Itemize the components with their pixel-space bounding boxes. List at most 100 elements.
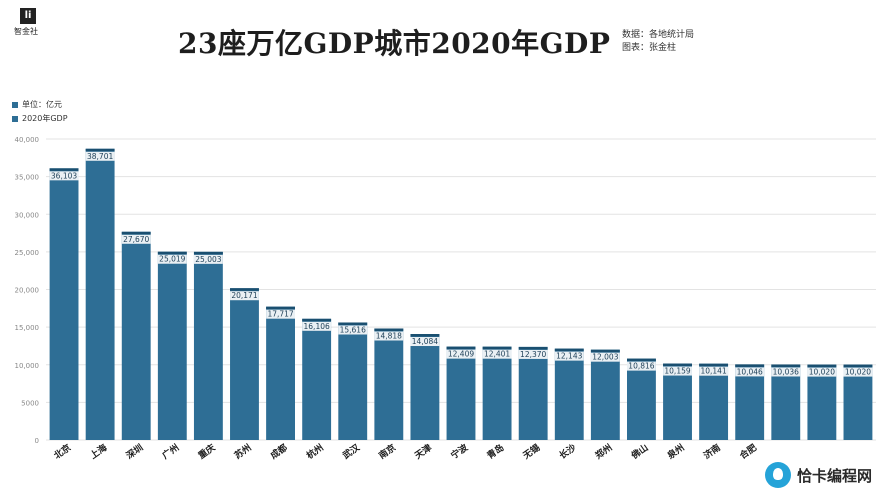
legend-unit: 单位：亿元 xyxy=(12,98,68,112)
chart-title: 23座万亿GDP城市2020年GDP xyxy=(178,27,611,60)
data-label: 17,717 xyxy=(267,310,293,319)
bar xyxy=(699,363,729,440)
bar xyxy=(49,168,79,440)
data-label-bg xyxy=(446,349,476,359)
chart-legend: 单位：亿元 2020年GDP xyxy=(12,98,68,126)
bar xyxy=(374,328,404,440)
x-tick-label: 泉州 xyxy=(664,441,686,462)
data-label-bg xyxy=(699,366,729,376)
bar xyxy=(807,364,837,440)
data-label-bg xyxy=(410,337,440,347)
data-label-bg xyxy=(338,325,368,335)
data-label-bg xyxy=(482,349,512,359)
data-label: 12,370 xyxy=(520,350,546,359)
y-tick-label: 40,000 xyxy=(15,136,40,144)
x-tick-label: 广州 xyxy=(160,441,182,461)
data-label: 38,701 xyxy=(87,152,113,161)
y-tick-label: 25,000 xyxy=(15,249,40,257)
bar-cap xyxy=(121,231,151,235)
bar xyxy=(157,251,187,440)
bar xyxy=(590,349,620,440)
y-tick-label: 30,000 xyxy=(15,211,40,219)
bar-cap xyxy=(807,364,837,368)
x-tick-label: 佛山 xyxy=(628,441,650,462)
bar xyxy=(663,363,692,440)
x-tick-label: 上海 xyxy=(88,441,110,461)
data-label: 10,141 xyxy=(700,367,726,376)
data-label-bg xyxy=(627,361,656,371)
bar xyxy=(482,346,512,440)
bar xyxy=(735,364,765,440)
x-tick-label: 济南 xyxy=(701,441,723,461)
y-tick-label: 20,000 xyxy=(15,287,40,295)
x-tick-label: 郑州 xyxy=(593,441,615,461)
watermark-icon xyxy=(764,462,791,488)
data-label: 14,818 xyxy=(376,331,402,340)
x-tick-label: 宁波 xyxy=(448,441,470,462)
logo-mark: li xyxy=(20,8,36,24)
data-label-bg xyxy=(554,351,584,361)
chart-credits: 数据：各地统计局 图表：张金柱 xyxy=(622,29,694,55)
bar xyxy=(554,348,584,440)
data-label: 10,036 xyxy=(773,367,799,376)
bar-cap xyxy=(843,364,873,368)
x-tick-label: 天津 xyxy=(412,441,434,461)
bar-cap xyxy=(518,346,548,350)
bar-cap xyxy=(482,346,512,350)
data-label-bg xyxy=(518,349,548,359)
data-label: 12,401 xyxy=(484,350,510,359)
data-label-bg xyxy=(374,331,404,341)
x-tick-label: 武汉 xyxy=(340,441,362,462)
bar xyxy=(266,306,295,440)
bar xyxy=(121,231,151,440)
x-tick-label: 深圳 xyxy=(124,441,146,461)
bar-cap xyxy=(590,349,620,353)
watermark: 恰卡编程网 xyxy=(764,462,872,488)
data-label: 25,019 xyxy=(159,255,185,264)
data-label: 16,106 xyxy=(304,322,330,331)
bar-cap xyxy=(735,364,765,367)
unit-label: 单位：亿元 xyxy=(22,100,62,109)
y-tick-label: 15,000 xyxy=(15,324,40,332)
chart-author: 图表：张金柱 xyxy=(622,43,677,53)
bar-cap xyxy=(266,306,295,310)
series-label: 2020年GDP xyxy=(22,114,68,123)
data-label-bg xyxy=(735,367,765,377)
data-label: 10,046 xyxy=(737,367,763,376)
data-label-bg xyxy=(807,367,837,377)
y-tick-label: 35,000 xyxy=(15,174,40,182)
bar xyxy=(843,364,873,440)
x-tick-label: 合肥 xyxy=(737,441,759,461)
bar-cap xyxy=(338,322,368,325)
data-label: 10,020 xyxy=(809,368,835,377)
data-label-bg xyxy=(121,234,151,244)
x-tick-label: 青岛 xyxy=(485,441,507,461)
data-label-bg xyxy=(302,321,332,331)
data-label-bg xyxy=(230,291,259,301)
bar xyxy=(85,148,115,441)
bar xyxy=(193,251,223,440)
data-label: 27,670 xyxy=(123,235,149,244)
brand-logo: li 智金社 xyxy=(14,8,42,36)
x-tick-label: 南京 xyxy=(376,441,398,461)
data-label-bg xyxy=(49,171,79,181)
data-label-bg xyxy=(843,367,873,377)
data-label-bg xyxy=(663,366,692,376)
legend-swatch xyxy=(12,102,18,108)
x-tick-label: 杭州 xyxy=(304,441,326,461)
data-label: 20,171 xyxy=(231,291,257,300)
bar-cap xyxy=(49,168,79,171)
watermark-text: 恰卡编程网 xyxy=(796,466,872,485)
bar xyxy=(338,322,368,440)
x-tick-label: 成都 xyxy=(268,441,290,461)
bar-cap xyxy=(85,148,115,152)
bar-cap xyxy=(771,364,801,367)
bar-cap xyxy=(374,328,404,331)
x-tick-label: 无锡 xyxy=(520,441,542,462)
logo-name: 智金社 xyxy=(14,27,38,36)
data-label: 15,616 xyxy=(340,325,366,334)
bar-cap xyxy=(230,288,259,291)
data-label: 10,159 xyxy=(664,367,690,376)
bar xyxy=(627,358,656,440)
